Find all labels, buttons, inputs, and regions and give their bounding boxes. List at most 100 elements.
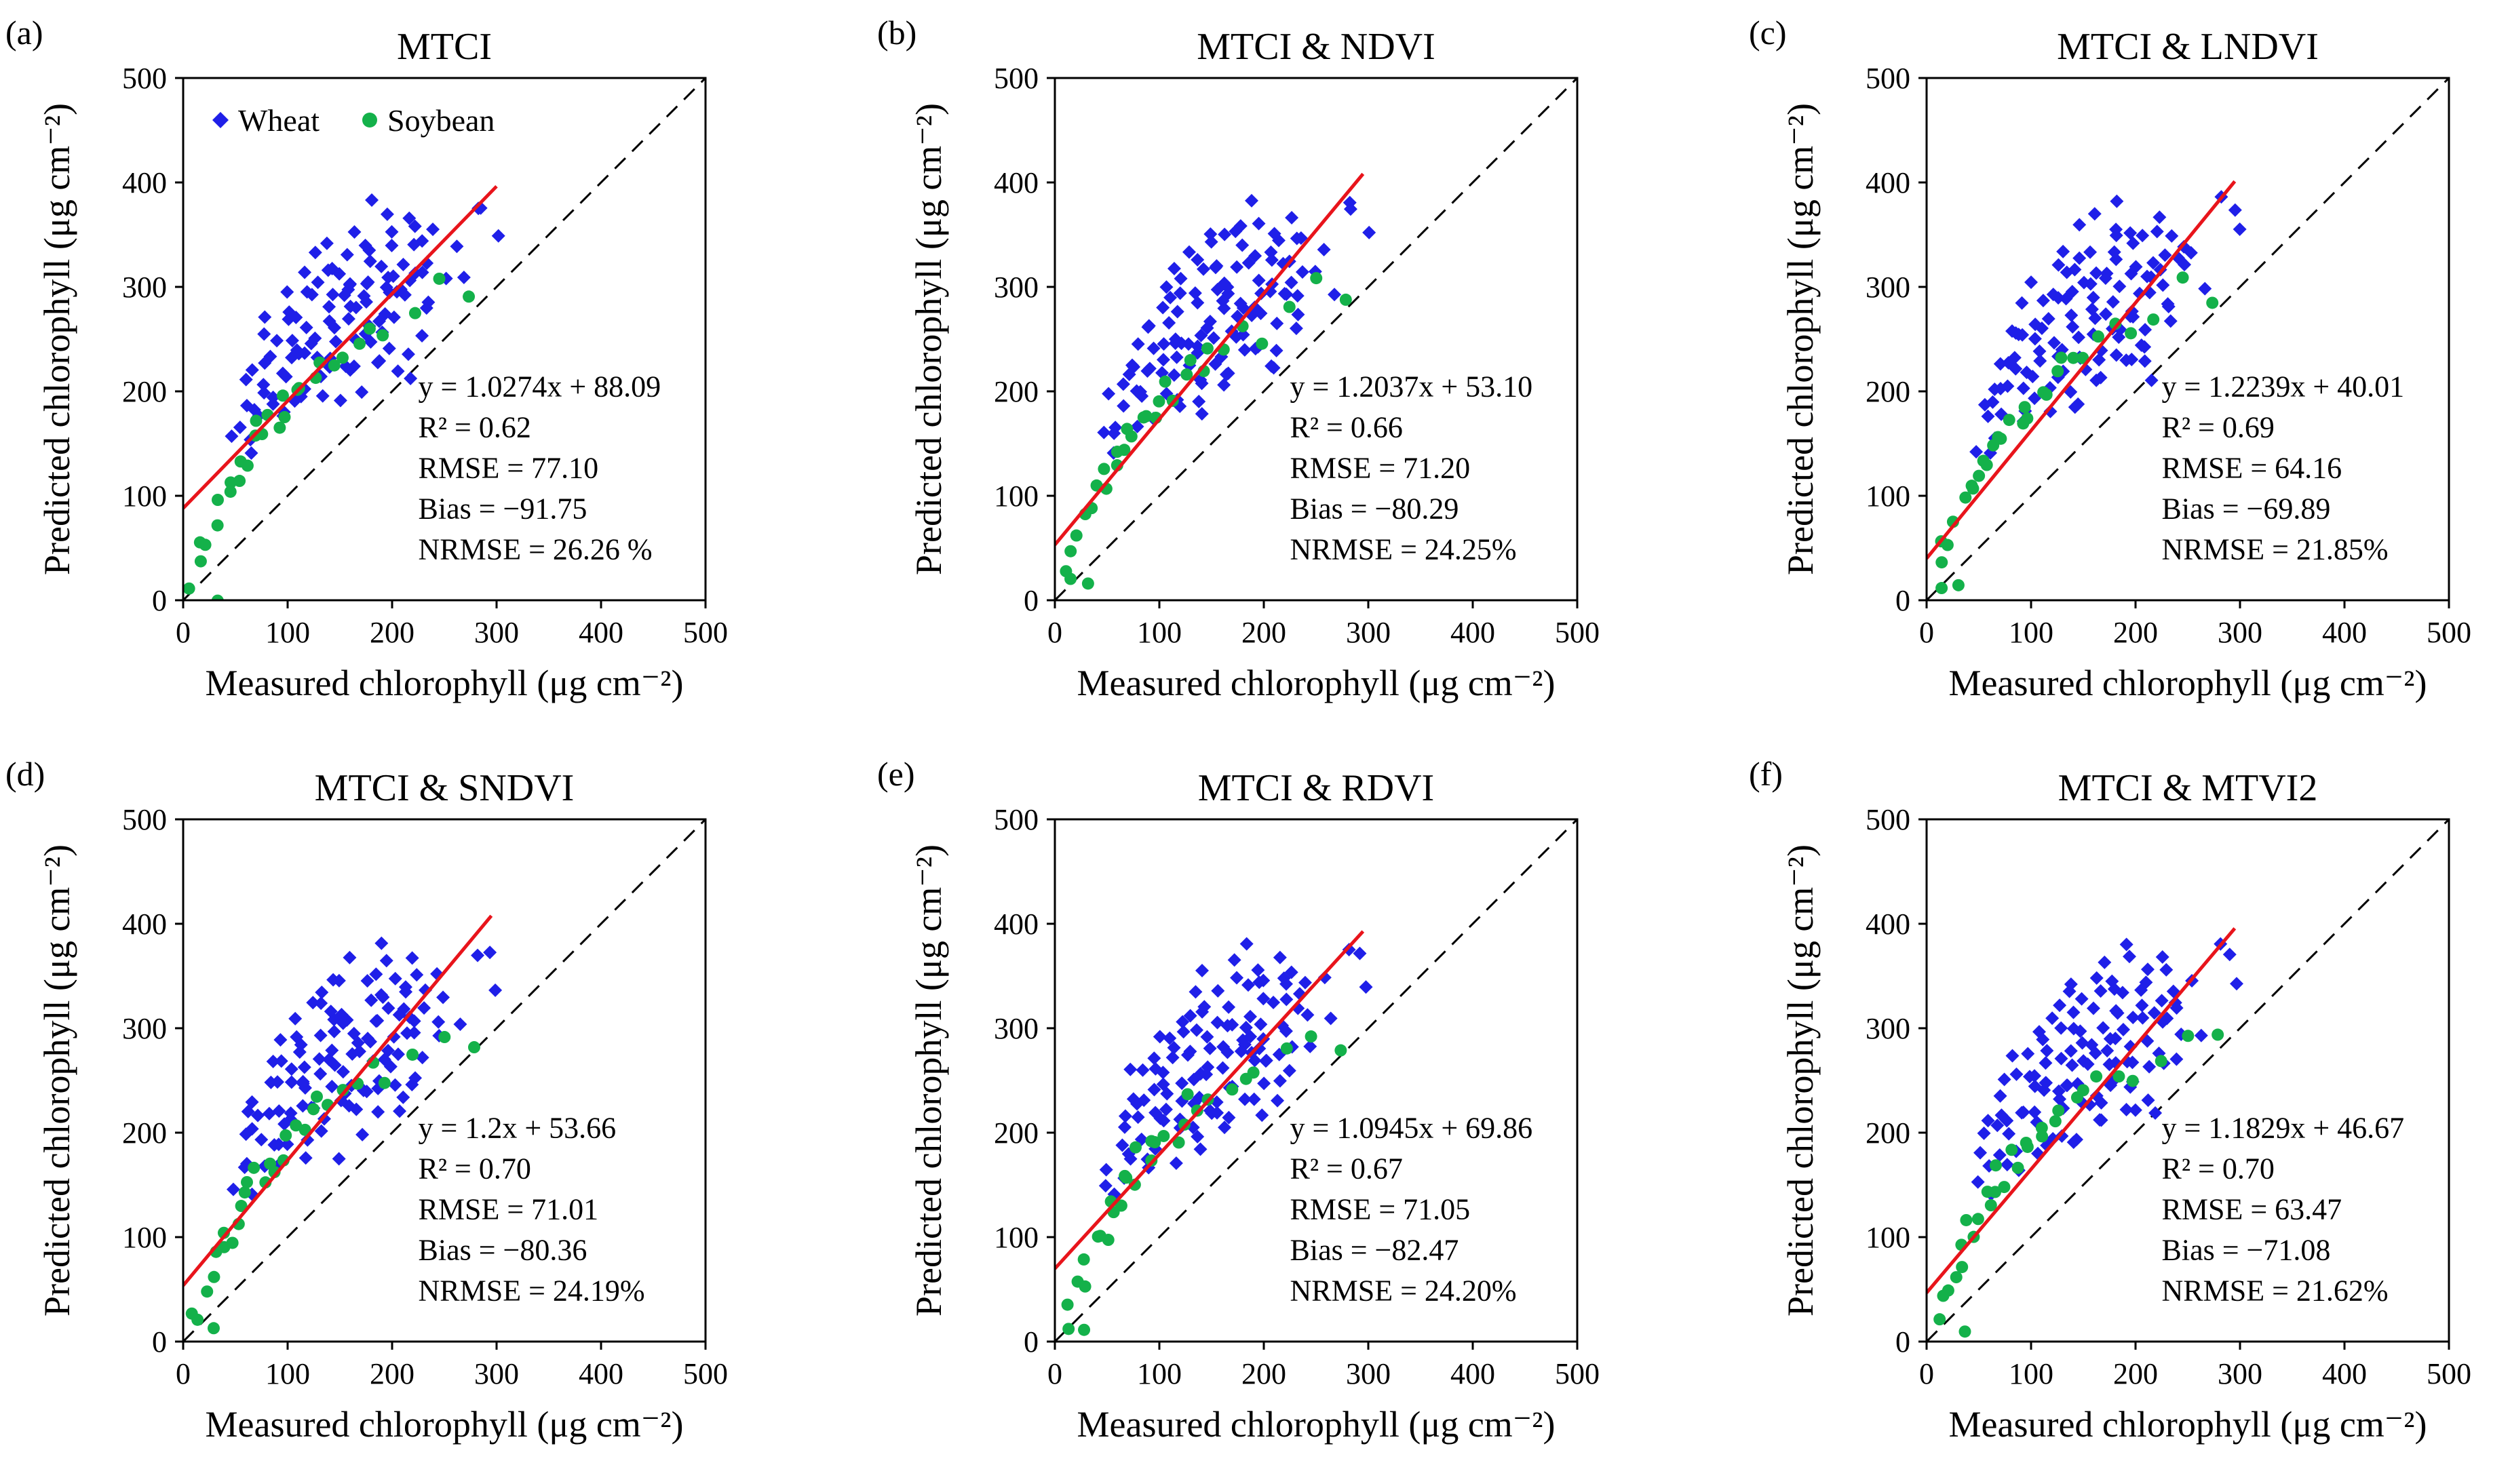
wheat-point <box>361 275 375 289</box>
wheat-point <box>1162 315 1176 330</box>
wheat-point <box>1252 216 1266 231</box>
soybean-point <box>1989 1186 2002 1198</box>
wheat-point <box>1196 262 1210 276</box>
soybean-point <box>1079 1280 1092 1293</box>
wheat-point <box>410 968 424 982</box>
wheat-point <box>2083 245 2098 259</box>
panel-letter: (c) <box>1749 14 1787 52</box>
soybean-point <box>1118 444 1131 456</box>
wheat-point <box>2096 1021 2110 1035</box>
wheat-point <box>1192 394 1206 408</box>
wheat-point <box>239 372 253 387</box>
wheat-point <box>2036 1032 2050 1047</box>
soybean-point <box>1998 1181 2011 1194</box>
panel-e: (e) MTCI & RDVI 00 100 100 200 200 300 300 400 400… <box>877 755 1600 1445</box>
wheat-point <box>379 954 393 968</box>
wheat-point <box>1193 1142 1208 1156</box>
wheat-point <box>2094 1113 2108 1127</box>
wheat-point <box>285 334 299 348</box>
x-tick-label: 100 <box>265 616 310 649</box>
wheat-point <box>321 263 335 277</box>
x-tick-label: 500 <box>683 1357 728 1390</box>
x-tick-label: 400 <box>2322 616 2367 649</box>
wheat-point <box>1165 1051 1180 1065</box>
wheat-point <box>347 1026 361 1040</box>
panel-d: (d) MTCI & SNDVI 00 100 100 200 200 300 300 400 40… <box>5 755 728 1445</box>
soybean-point <box>1960 1213 1973 1226</box>
wheat-point <box>296 1074 310 1089</box>
soybean-point <box>2011 1161 2024 1174</box>
wheat-point <box>1180 1048 1195 1062</box>
plot-frame <box>182 818 707 1343</box>
wheat-point <box>244 446 258 460</box>
wheat-point <box>1217 301 1231 315</box>
wheat-point <box>450 239 464 254</box>
x-tick-label: 300 <box>2218 616 2262 649</box>
wheat-point <box>1197 1000 1212 1014</box>
stat-line: NRMSE = 24.19% <box>419 1274 645 1308</box>
wheat-point <box>262 1106 276 1120</box>
soybean-point <box>1256 337 1269 350</box>
wheat-point <box>298 265 312 279</box>
wheat-point <box>2077 275 2091 290</box>
wheat-point <box>2024 275 2039 290</box>
soybean-point <box>235 1200 248 1213</box>
x-tick-label: 100 <box>265 1357 310 1390</box>
wheat-point <box>2161 297 2175 311</box>
wheat-point <box>2156 278 2170 292</box>
wheat-point <box>1117 399 1131 413</box>
stat-line: Bias = −91.75 <box>419 492 587 526</box>
wheat-point <box>288 1011 303 1026</box>
wheat-point <box>2119 937 2134 952</box>
wheat-point <box>1200 321 1214 335</box>
wheat-point <box>1117 1120 1132 1134</box>
wheat-point <box>1195 407 1209 421</box>
wheat-point <box>2163 314 2178 328</box>
x-tick-label: 0 <box>1047 1357 1062 1390</box>
wheat-point <box>374 988 389 1002</box>
soybean-point <box>1098 463 1111 475</box>
y-tick-label: 200 <box>994 375 1039 408</box>
wheat-point <box>1098 1179 1113 1193</box>
wheat-point <box>1148 1061 1163 1076</box>
x-tick-label: 200 <box>2113 1357 2158 1390</box>
wheat-point <box>1291 307 1305 321</box>
wheat-point <box>1163 290 1178 305</box>
wheat-point <box>1097 425 1111 440</box>
y-tick-label: 300 <box>122 1012 167 1045</box>
soybean-point <box>2020 1136 2032 1149</box>
wheat-point <box>2135 998 2149 1013</box>
wheat-point <box>2032 344 2047 358</box>
soybean-point <box>279 1129 292 1141</box>
regression-line <box>1055 172 1365 546</box>
soybean-point <box>1128 1178 1141 1191</box>
wheat-point <box>2094 1095 2108 1110</box>
wheat-point <box>274 1054 288 1068</box>
wheat-point <box>1362 225 1376 239</box>
panel-letter: (b) <box>877 14 916 52</box>
x-tick-label: 0 <box>1919 1357 1934 1390</box>
wheat-point <box>1173 286 1187 300</box>
soybean-point <box>406 1048 419 1061</box>
wheat-point <box>1175 1076 1189 1091</box>
soybean-point <box>1115 1199 1127 1212</box>
wheat-point <box>1156 300 1170 315</box>
wheat-point <box>294 1038 308 1052</box>
wheat-point <box>381 1001 395 1015</box>
wheat-point <box>2150 224 2164 239</box>
wheat-point <box>1217 276 1231 290</box>
wheat-point <box>1130 419 1144 433</box>
wheat-point <box>431 1015 446 1029</box>
stat-line: y = 1.1829x + 46.67 <box>2162 1112 2405 1145</box>
soybean-point <box>1965 480 1978 492</box>
wheat-point <box>1284 965 1298 979</box>
y-tick-label: 300 <box>1866 1012 1910 1045</box>
wheat-point <box>372 314 386 328</box>
wheat-point <box>393 1104 407 1118</box>
wheat-point <box>2073 1024 2087 1038</box>
soybean-point <box>1994 432 2007 445</box>
wheat-point <box>2026 370 2040 384</box>
wheat-point <box>245 1095 259 1109</box>
wheat-point <box>237 1160 252 1175</box>
soybean-point <box>1181 1088 1194 1101</box>
